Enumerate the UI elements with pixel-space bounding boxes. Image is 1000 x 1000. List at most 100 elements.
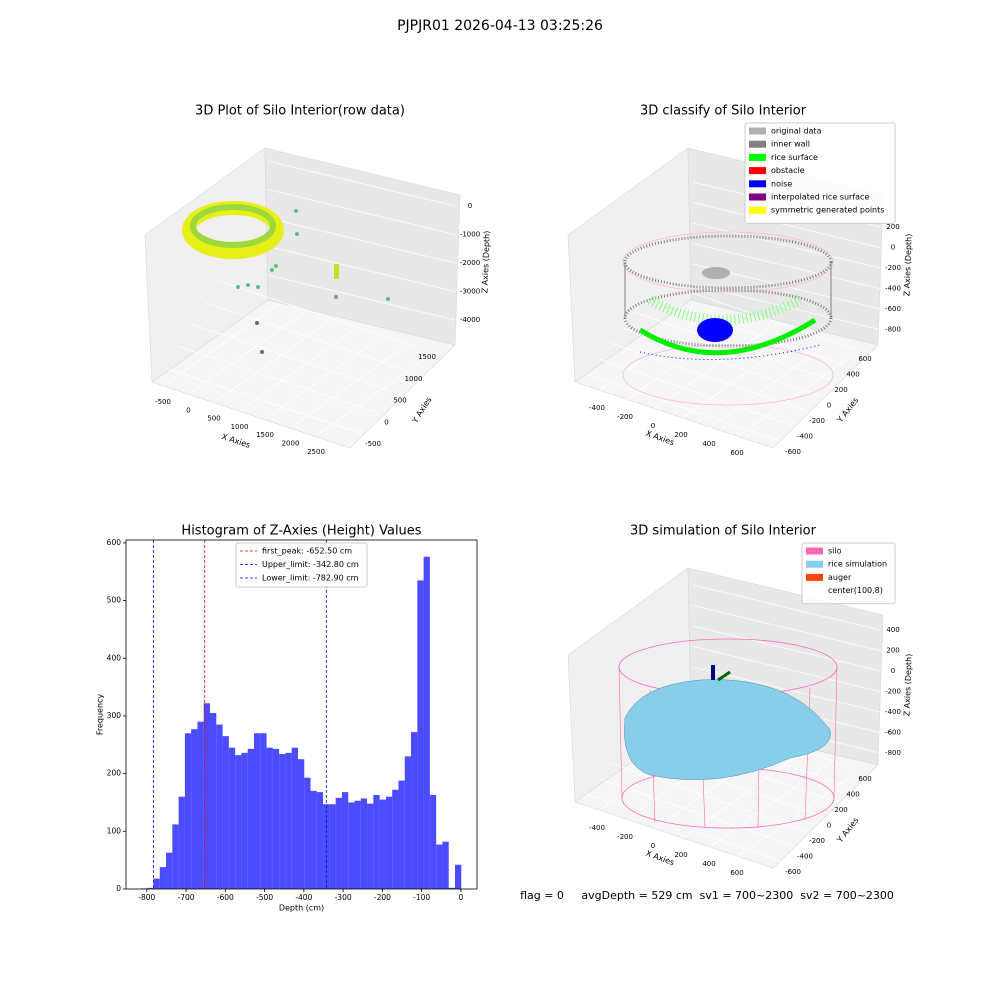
- x-tick-label: 0: [651, 422, 655, 430]
- bar: [385, 796, 393, 889]
- grid-line: [657, 280, 856, 350]
- grid-line: [267, 160, 456, 207]
- bar: [172, 824, 179, 889]
- legend-label: center(100,8): [828, 586, 883, 595]
- legend-label: auger: [828, 573, 852, 582]
- legend-label: interpolated rice surface: [771, 193, 869, 202]
- axis-label: X Axies: [221, 432, 252, 450]
- x-tick-label: -200: [617, 413, 633, 421]
- grid-line: [596, 309, 714, 393]
- x-tick-label: 400: [702, 860, 715, 868]
- axis-label: Y Axies: [410, 395, 434, 425]
- z-tick-label: 200: [886, 647, 899, 655]
- bar: [260, 733, 267, 889]
- x-axis-label: Depth (cm): [279, 904, 324, 913]
- grid-line: [692, 222, 881, 269]
- bar: [442, 841, 449, 889]
- legend-swatch: [806, 573, 823, 581]
- legend-swatch: [806, 547, 823, 555]
- status-text: flag = 0 avgDepth = 529 cm sv1 = 700~230…: [520, 889, 894, 902]
- x-tick-label: -800: [138, 893, 155, 902]
- bar: [310, 790, 317, 889]
- bar: [272, 748, 280, 889]
- bar: [178, 796, 185, 889]
- bar: [304, 777, 311, 889]
- axis-label: Y Axies: [835, 396, 861, 425]
- z-tick-label: -400: [885, 708, 901, 716]
- y-tick-label: 600: [858, 355, 871, 363]
- grid-line: [692, 243, 881, 289]
- bar: [279, 754, 286, 889]
- legend-swatch: [806, 587, 823, 595]
- legend-swatch: [749, 206, 766, 214]
- chart-title: 3D simulation of Silo Interior: [630, 524, 817, 539]
- x-tick-label: 1500: [256, 431, 274, 439]
- x-tick-label: 600: [730, 449, 743, 457]
- bar: [228, 747, 236, 889]
- axes-frame: [125, 539, 478, 890]
- legend-label: silo: [828, 547, 842, 556]
- grid-line: [188, 311, 305, 395]
- bar: [367, 803, 374, 889]
- x-tick-label: -200: [374, 893, 391, 902]
- bar: [429, 794, 437, 889]
- legend-swatch: [749, 180, 766, 188]
- x-tick-label: 2500: [307, 448, 325, 456]
- grid-line: [205, 302, 404, 370]
- x-tick-label: 0: [186, 406, 190, 414]
- grid-line: [290, 345, 407, 428]
- bar: [253, 733, 261, 889]
- z-tick-label: -1000: [460, 231, 480, 239]
- bar: [354, 800, 361, 889]
- bar: [159, 867, 167, 889]
- axis-label: Z Axies (Depth): [902, 234, 913, 297]
- bar: [316, 792, 324, 889]
- grid-line: [585, 373, 784, 443]
- y-tick-label: -600: [785, 448, 801, 456]
- bar: [417, 580, 424, 889]
- x-tick-label: -500: [256, 893, 273, 902]
- axis-label: Z Axies (Depth): [480, 231, 491, 294]
- bar: [266, 747, 273, 889]
- y-tick-label: 0: [116, 884, 121, 893]
- bar: [379, 799, 386, 889]
- y-tick-label: 500: [107, 596, 122, 605]
- grid-line: [680, 336, 798, 420]
- grid-line: [164, 367, 364, 435]
- z-tick-label: -600: [885, 729, 901, 737]
- bar: [222, 736, 229, 889]
- grid-line: [736, 354, 854, 438]
- bar: [329, 804, 336, 889]
- x-tick-label: 200: [674, 851, 687, 859]
- bar: [297, 759, 305, 889]
- legend-label: obstacle: [771, 166, 805, 175]
- y-tick-label: 200: [107, 769, 122, 778]
- z-tick-label: -800: [885, 749, 901, 757]
- y-tick-label: 200: [834, 386, 847, 394]
- bar: [404, 756, 412, 889]
- grid-line: [315, 353, 433, 437]
- z-tick-label: -400: [885, 285, 901, 293]
- grid-line: [645, 296, 844, 365]
- y-tick-label: -200: [809, 837, 825, 845]
- legend-label: inner wall: [771, 140, 810, 149]
- grid-line: [267, 274, 456, 321]
- legend-box: [235, 542, 368, 588]
- y-tick-label: -600: [785, 868, 801, 876]
- bar: [411, 732, 418, 889]
- grid-line: [218, 280, 418, 348]
- legend-swatch: [749, 153, 766, 161]
- grid-line: [178, 345, 377, 413]
- grid-line: [267, 217, 456, 264]
- bar: [166, 852, 173, 889]
- grid-line: [692, 584, 881, 631]
- chart-title: 3D Plot of Silo Interior(row data): [195, 104, 405, 119]
- grid-line: [609, 762, 808, 832]
- legend-label: symmetric generated points: [771, 206, 884, 215]
- y-tick-label: 0: [827, 822, 831, 830]
- bar: [184, 733, 192, 889]
- bar: [423, 556, 430, 889]
- grid-line: [633, 311, 832, 381]
- z-tick-label: 400: [886, 626, 899, 634]
- grid-line: [597, 778, 796, 847]
